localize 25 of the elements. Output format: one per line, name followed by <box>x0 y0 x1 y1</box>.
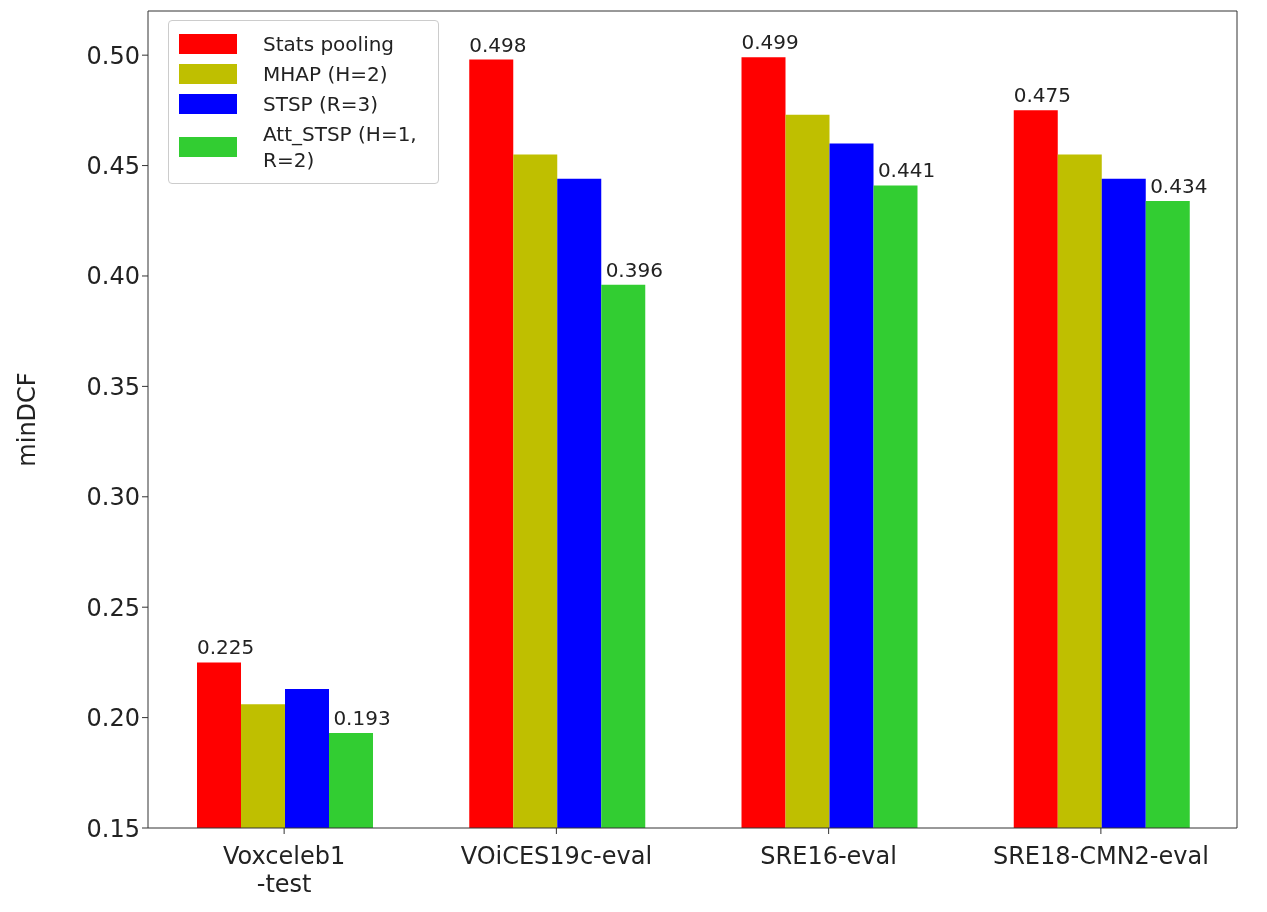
y-tick-label: 0.45 <box>86 152 140 181</box>
y-tick-label: 0.35 <box>86 372 140 401</box>
legend-label: STSP (R=3) <box>263 91 379 117</box>
legend-label: MHAP (H=2) <box>263 61 388 87</box>
y-axis-title: minDCF <box>12 372 41 467</box>
x-tick-label: VOiCES19c-eval <box>460 842 653 870</box>
y-tick-label: 0.20 <box>86 704 140 733</box>
x-tick-label: SRE16-eval <box>760 842 897 870</box>
data-label: 0.434 <box>1150 173 1208 198</box>
data-label: 0.441 <box>877 158 936 183</box>
data-label: 0.193 <box>333 706 391 731</box>
y-tick-label: 0.25 <box>86 593 140 622</box>
data-label: 0.499 <box>741 30 799 55</box>
legend-label: Stats pooling <box>263 31 395 57</box>
y-tick-label: 0.40 <box>86 262 140 291</box>
x-tick-label: SRE18-CMN2-eval <box>992 842 1209 870</box>
data-label: 0.396 <box>605 257 663 282</box>
data-label: 0.225 <box>197 635 255 660</box>
x-tick-label: Voxceleb1 -test <box>223 842 346 898</box>
y-tick-label: 0.15 <box>86 814 140 843</box>
data-label: 0.475 <box>1013 83 1072 108</box>
y-tick-label: 0.50 <box>86 41 140 70</box>
legend-label: Att_STSP (H=1, R=2) <box>263 121 418 173</box>
data-label: 0.498 <box>469 32 527 57</box>
y-tick-label: 0.30 <box>86 483 140 512</box>
